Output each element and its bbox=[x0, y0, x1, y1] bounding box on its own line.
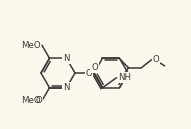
Text: N: N bbox=[63, 83, 70, 92]
Text: N: N bbox=[63, 54, 70, 63]
Text: MeO: MeO bbox=[21, 41, 41, 50]
Text: O: O bbox=[86, 68, 92, 78]
Text: O: O bbox=[91, 63, 98, 72]
Text: O: O bbox=[35, 96, 42, 105]
Text: O: O bbox=[152, 55, 159, 64]
Text: MeO: MeO bbox=[21, 96, 41, 105]
Text: NH: NH bbox=[118, 73, 131, 82]
